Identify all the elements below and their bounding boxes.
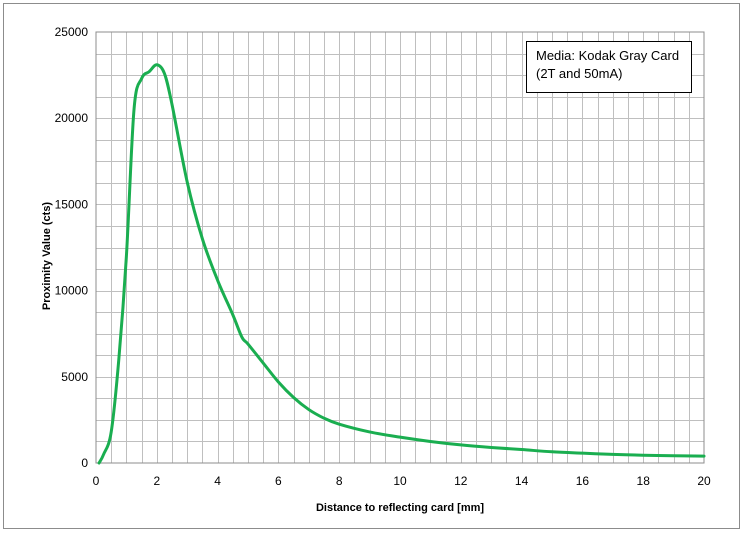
y-tick-label: 20000 bbox=[55, 111, 89, 125]
y-tick-label: 10000 bbox=[55, 284, 89, 298]
x-tick-label: 12 bbox=[454, 474, 468, 488]
x-tick-label: 8 bbox=[336, 474, 343, 488]
x-tick-label: 6 bbox=[275, 474, 282, 488]
y-axis-title: Proximity Value (cts) bbox=[41, 202, 53, 311]
x-tick-label: 20 bbox=[697, 474, 711, 488]
x-tick-label: 18 bbox=[637, 474, 651, 488]
plot-area-border bbox=[95, 31, 705, 464]
series-group bbox=[97, 63, 706, 465]
x-tick-label: 2 bbox=[153, 474, 160, 488]
y-axis-ticks: 0 5000 10000 15000 20000 25000 bbox=[55, 25, 89, 470]
x-axis-title: Distance to reflecting card [mm] bbox=[316, 502, 484, 514]
x-tick-label: 10 bbox=[393, 474, 407, 488]
annotation-line-2: (2T and 50mA) bbox=[536, 66, 623, 81]
x-tick-label: 0 bbox=[93, 474, 100, 488]
y-tick-label: 25000 bbox=[55, 25, 89, 39]
series-line-0 bbox=[97, 63, 706, 465]
x-axis-ticks: 0 2 4 6 8 10 12 14 16 18 20 bbox=[93, 474, 711, 488]
y-tick-label: 0 bbox=[81, 456, 88, 470]
y-tick-label: 15000 bbox=[55, 197, 89, 211]
annotation-line-1: Media: Kodak Gray Card bbox=[536, 48, 680, 63]
x-tick-label: 4 bbox=[214, 474, 221, 488]
x-tick-label: 14 bbox=[515, 474, 529, 488]
grid-lines bbox=[96, 32, 704, 463]
annotation-box: Media: Kodak Gray Card (2T and 50mA) bbox=[526, 41, 692, 93]
x-tick-label: 16 bbox=[576, 474, 590, 488]
y-tick-label: 5000 bbox=[61, 370, 88, 384]
